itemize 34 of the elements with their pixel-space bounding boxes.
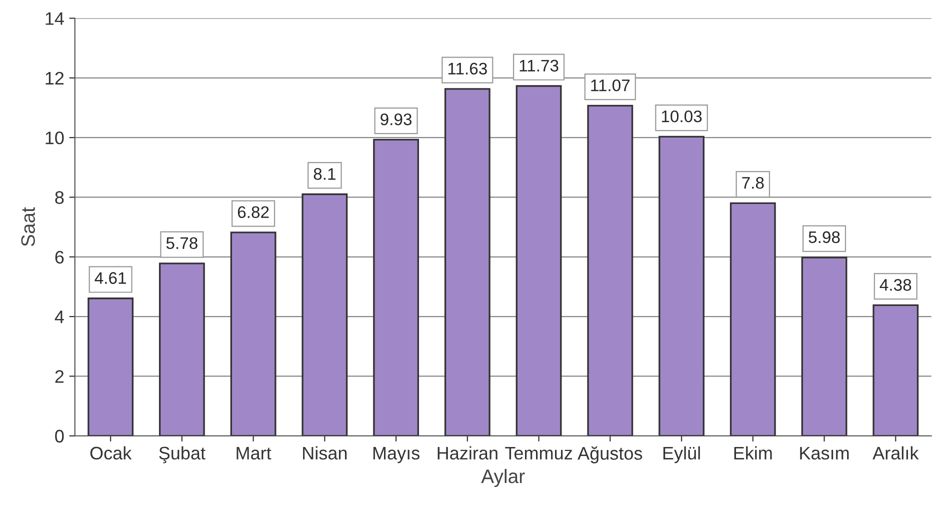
y-tick-label: 6 bbox=[55, 250, 64, 264]
data-label: 5.78 bbox=[166, 237, 198, 250]
x-tick-label: Şubat bbox=[159, 446, 206, 464]
data-label: 7.8 bbox=[742, 177, 764, 189]
y-tick-label: 10 bbox=[46, 132, 64, 144]
data-label: 4.38 bbox=[880, 279, 912, 291]
data-label: 11.73 bbox=[520, 60, 558, 72]
x-tick-label: Nisan bbox=[303, 446, 347, 460]
x-tick-label: Kasım bbox=[800, 446, 849, 460]
y-tick-label: 12 bbox=[46, 72, 64, 84]
data-label: 5.98 bbox=[808, 231, 840, 244]
y-tick-label: 8 bbox=[55, 191, 64, 204]
x-tick-label: Haziran bbox=[438, 446, 498, 460]
x-tick-label: Temmuz bbox=[505, 446, 572, 460]
y-tick-label: 2 bbox=[55, 370, 64, 383]
data-label: 11.63 bbox=[448, 62, 487, 75]
y-tick-label: 0 bbox=[55, 430, 64, 443]
y-axis-title: Saat bbox=[21, 207, 35, 246]
data-label: 8.1 bbox=[314, 168, 336, 180]
x-tick-label: Ağustos bbox=[578, 446, 642, 464]
y-tick-label: 4 bbox=[54, 310, 64, 324]
data-label: 6.82 bbox=[238, 206, 269, 218]
data-label: 4.61 bbox=[94, 272, 126, 284]
x-tick-label: Mayıs bbox=[373, 446, 420, 464]
x-tick-label: Mart bbox=[236, 446, 272, 460]
x-tick-label: Ekim bbox=[734, 446, 772, 460]
x-tick-label: Aralık bbox=[872, 446, 919, 460]
data-label: 9.93 bbox=[380, 113, 412, 126]
y-tick-label: 14 bbox=[46, 12, 64, 25]
x-tick-label: Ocak bbox=[90, 446, 132, 460]
x-tick-label: Eylül bbox=[663, 446, 700, 464]
data-label: 11.07 bbox=[591, 79, 630, 92]
x-axis-title: Aylar bbox=[481, 468, 525, 488]
data-label: 10.03 bbox=[662, 110, 702, 122]
